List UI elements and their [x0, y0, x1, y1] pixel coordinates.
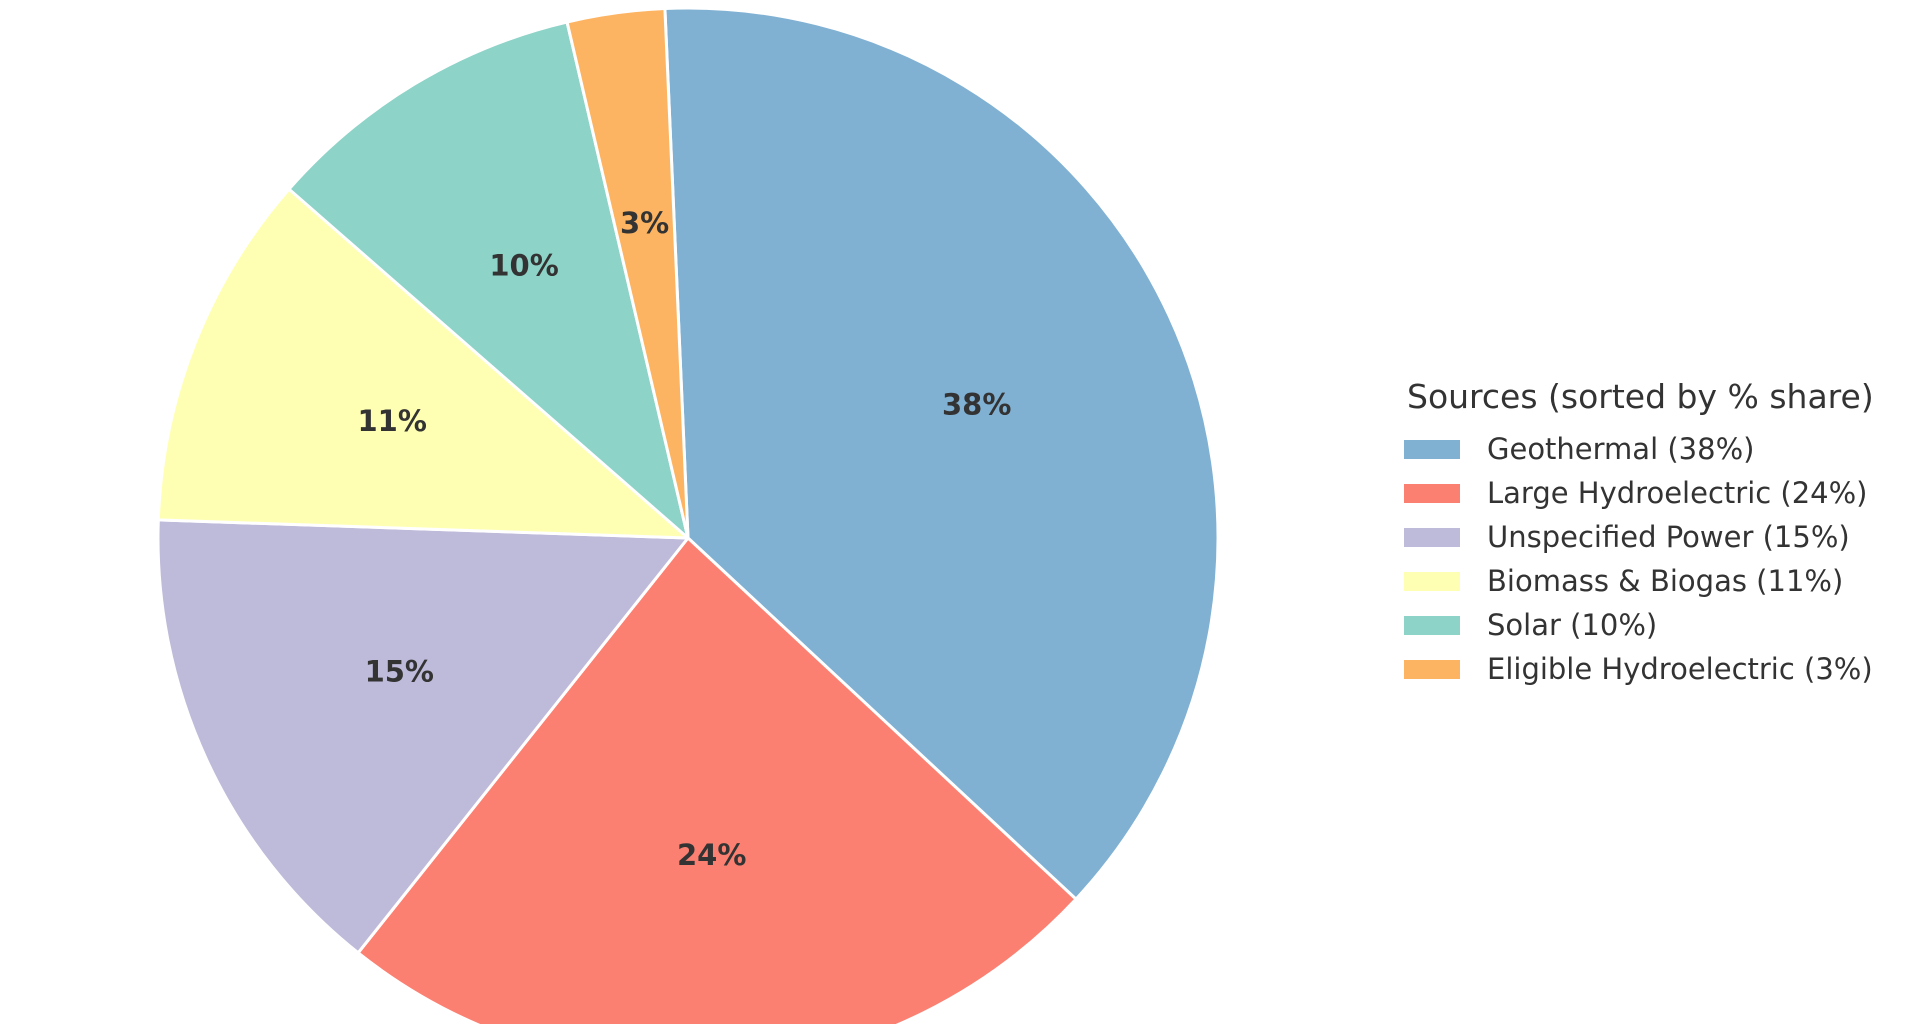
pie-slice-unspecified-power: [156, 518, 690, 955]
pie-slice-eligible-hydroelectric: [565, 7, 690, 540]
legend-swatch: [1404, 659, 1460, 679]
slice-label-eligible-hydroelectric: 3%: [620, 206, 669, 240]
legend-swatch: [1404, 571, 1460, 591]
legend-label: Solar (10%): [1487, 607, 1658, 642]
pie-slice-solar: [287, 20, 690, 540]
legend-label: Large Hydroelectric (24%): [1487, 475, 1868, 510]
legend-item-solar: Solar (10%): [1394, 603, 1914, 647]
legend-item-geothermal: Geothermal (38%): [1394, 427, 1914, 471]
legend-item-large-hydroelectric: Large Hydroelectric (24%): [1394, 471, 1914, 515]
legend-title: Sources (sorted by % share): [1407, 377, 1874, 416]
pie-slice-large-hydroelectric: [356, 536, 1078, 1028]
legend-swatch: [1404, 615, 1460, 635]
pie-slice-biomass-biogas: [156, 187, 690, 540]
pie-slice-geothermal: [663, 6, 1220, 901]
legend-item-unspecified-power: Unspecified Power (15%): [1394, 515, 1914, 559]
legend-swatch: [1404, 527, 1460, 547]
slice-label-solar: 10%: [489, 249, 558, 283]
legend-label: Unspecified Power (15%): [1487, 519, 1850, 554]
slice-label-large-hydroelectric: 24%: [677, 838, 746, 872]
legend-label: Biomass & Biogas (11%): [1487, 563, 1844, 598]
legend-label: Eligible Hydroelectric (3%): [1487, 651, 1873, 686]
legend-item-biomass-biogas: Biomass & Biogas (11%): [1394, 559, 1914, 603]
legend-label: Geothermal (38%): [1487, 431, 1755, 466]
legend-swatch: [1404, 439, 1460, 459]
legend: Sources (sorted by % share) Geothermal (…: [1394, 380, 1914, 691]
slice-label-unspecified-power: 15%: [365, 654, 434, 688]
slice-label-biomass-biogas: 11%: [357, 404, 426, 438]
legend-items: Geothermal (38%) Large Hydroelectric (24…: [1394, 427, 1914, 691]
slice-label-geothermal: 38%: [942, 388, 1011, 422]
legend-swatch: [1404, 483, 1460, 503]
legend-item-eligible-hydroelectric: Eligible Hydroelectric (3%): [1394, 647, 1914, 691]
